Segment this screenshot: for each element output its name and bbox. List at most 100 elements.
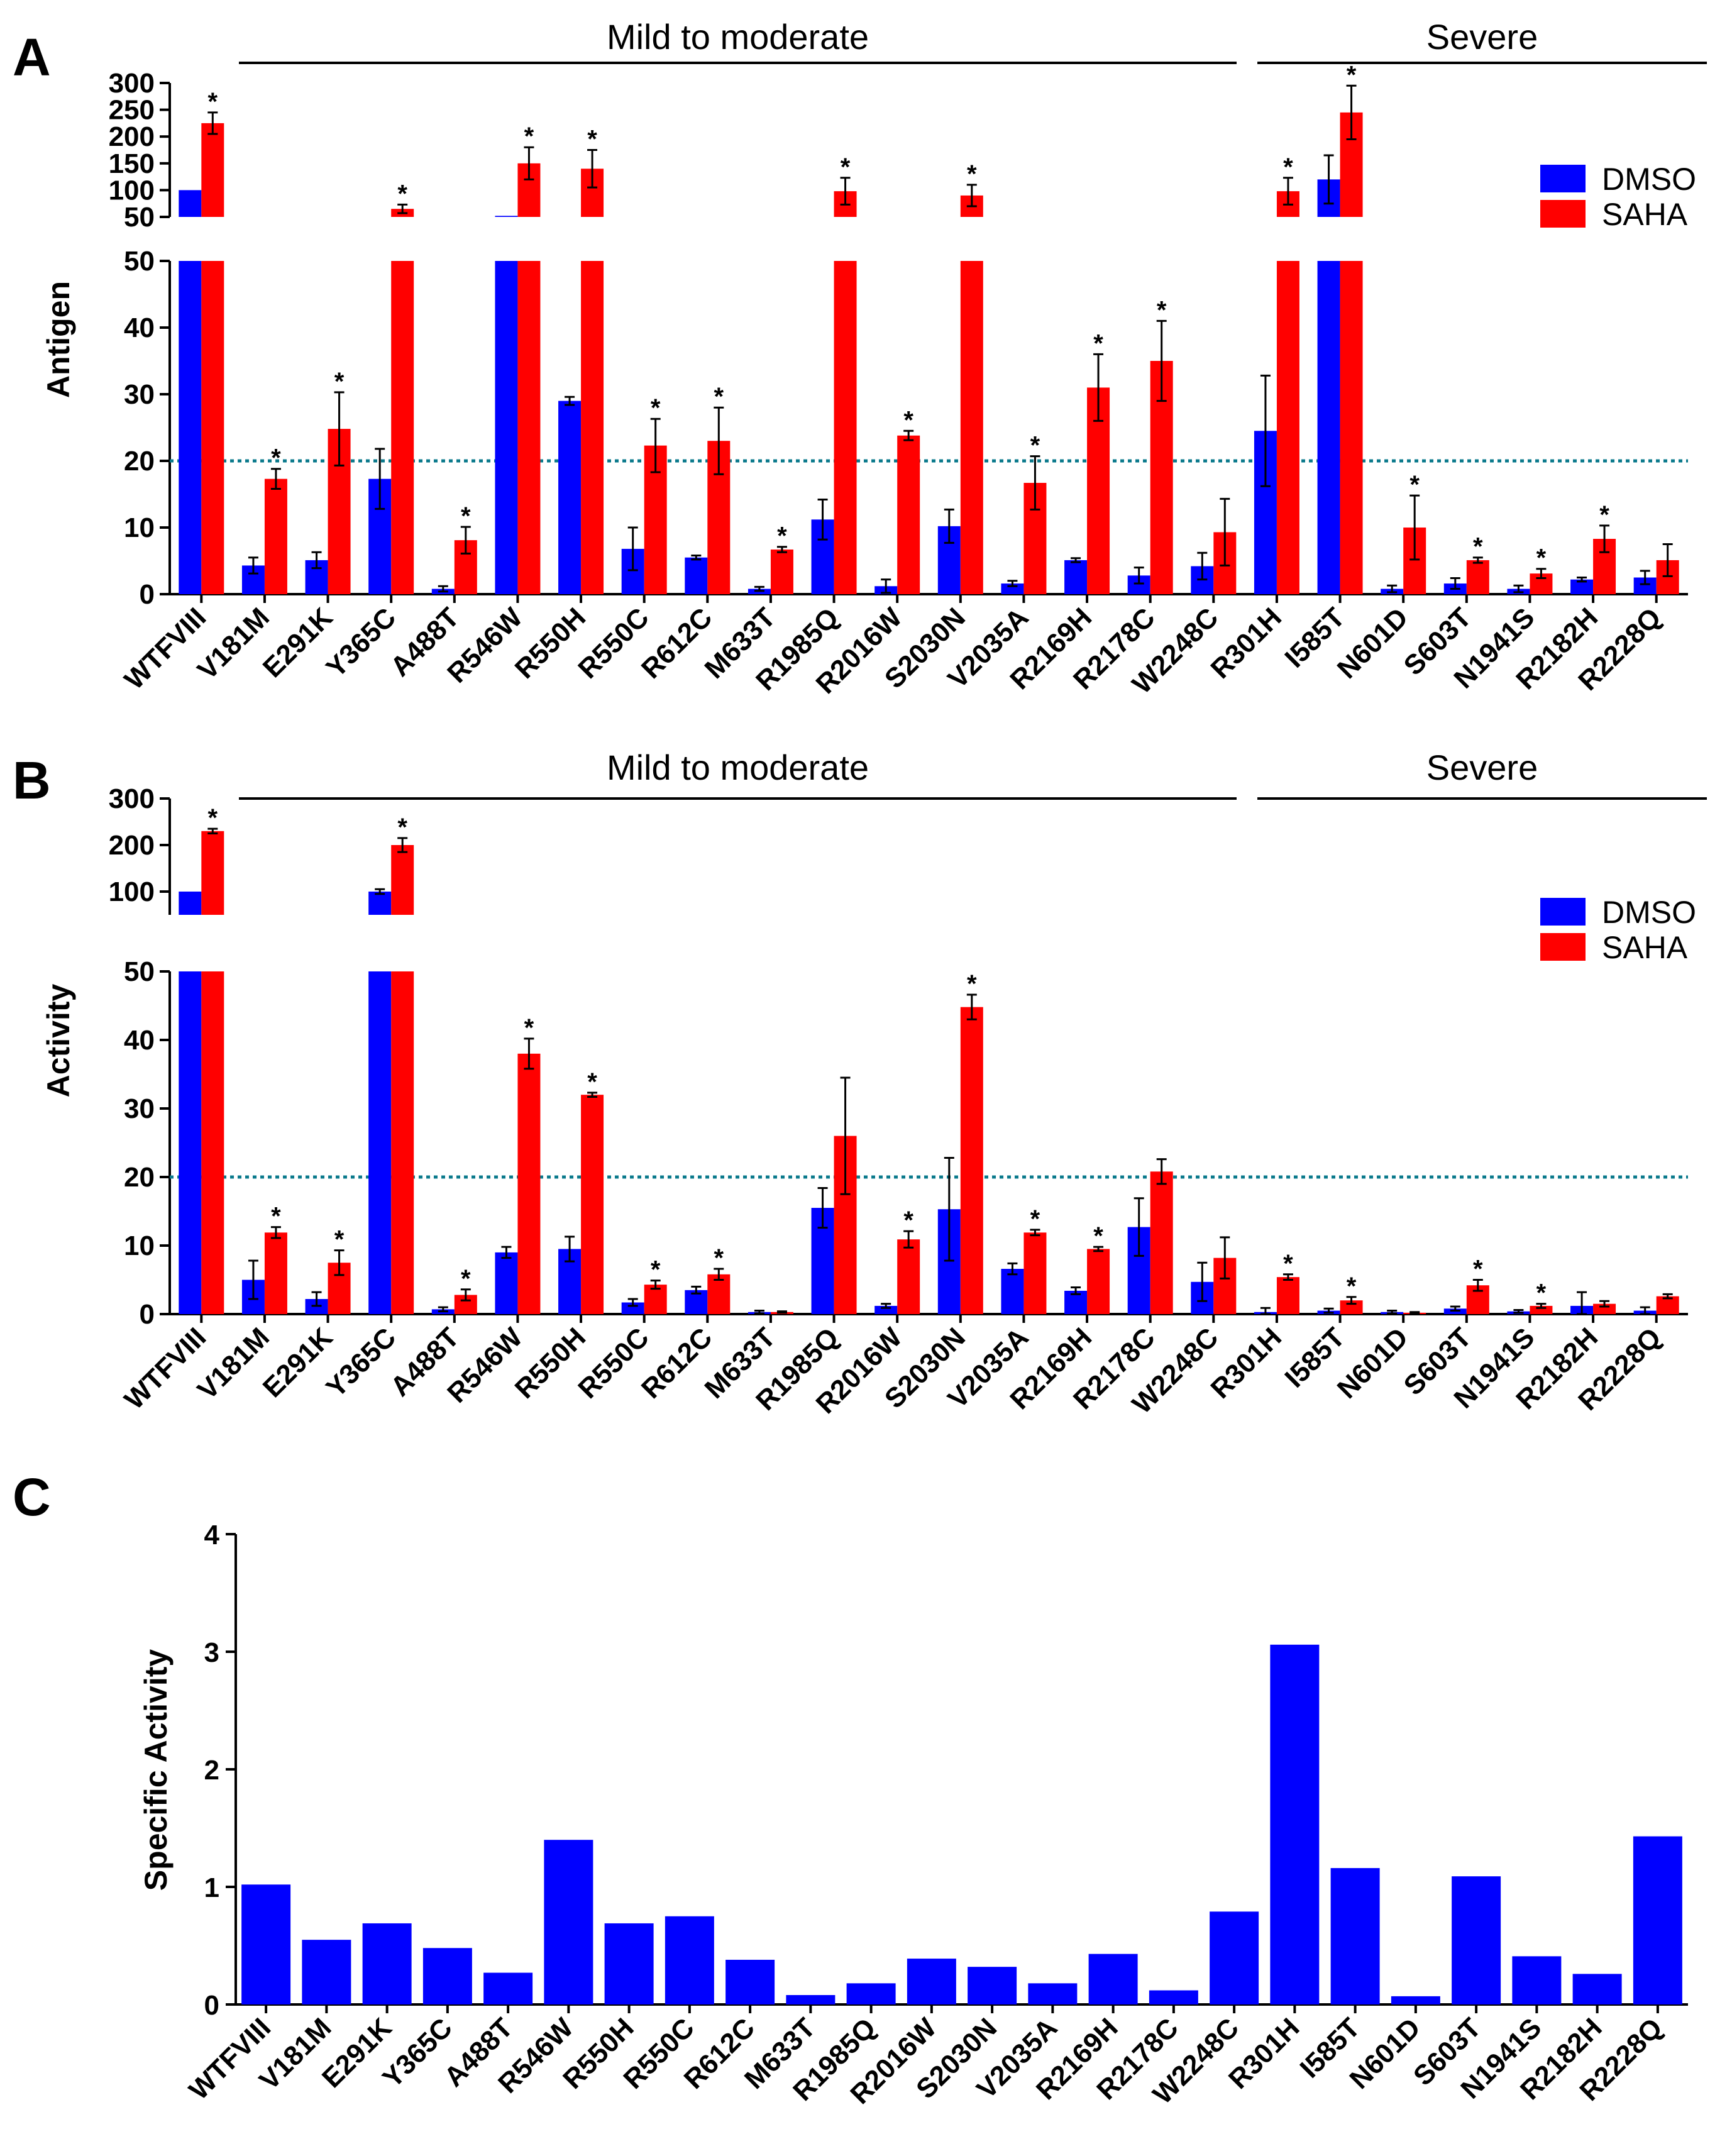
panel-a-significance-star: * (1030, 432, 1040, 460)
panel-a-xtick-label: R301H (1205, 602, 1288, 684)
panel-b-bar-dmso (1001, 1269, 1024, 1314)
panel-a-significance-star: * (1536, 545, 1547, 572)
panel-c-bar (604, 1923, 654, 2004)
panel-a-xtick-label: E291K (257, 602, 339, 683)
panel-c-ytick-label: 4 (204, 1520, 220, 1551)
panel-a-xtick-label: WTFVIII (119, 602, 212, 695)
panel-b-group-label: Severe (1426, 748, 1538, 787)
panel-c-bar (1452, 1876, 1501, 2004)
panel-c-ytick-label: 3 (204, 1637, 219, 1668)
panel-b-bar-dmso (179, 971, 202, 1314)
panel-a-significance-star: * (1473, 533, 1483, 561)
panel-c-bar (907, 1959, 956, 2004)
panel-b-significance-star: * (1536, 1280, 1547, 1307)
panel-a-group-label: Mild to moderate (607, 17, 869, 57)
panel-a-significance-star: * (587, 126, 597, 153)
panel-a-xtick-label: Y365C (320, 602, 402, 683)
panel-a-bar-dmso (1001, 583, 1024, 594)
panel-a-bar-saha (391, 261, 414, 594)
panel-b-significance-star: * (334, 1226, 345, 1254)
panel-c-ytick-label: 2 (204, 1755, 219, 1786)
panel-b-significance-star: * (967, 970, 977, 998)
panel-a-bar-dmso (685, 557, 708, 594)
legend-b-dmso-swatch (1540, 898, 1586, 926)
panel-b-significance-star: * (1093, 1222, 1103, 1250)
panel-a-bar-dmso (558, 401, 582, 594)
panel-a-xtick-label: R550H (509, 602, 592, 684)
panel-b-bar-dmso (874, 1305, 898, 1314)
panel-c-bar (362, 1923, 412, 2004)
panel-b-bar-saha (1023, 1232, 1047, 1314)
panel-a-chart: 0102030405050100150200250300Antigen*****… (41, 17, 1707, 700)
panel-b-bar-saha-upper (201, 831, 224, 915)
panel-a-bar-saha (770, 549, 793, 594)
panel-a-bar-saha (1276, 261, 1299, 594)
panel-b-significance-star: * (524, 1014, 534, 1042)
panel-a-bar-dmso-upper (179, 190, 202, 217)
panel-c-bar (483, 1972, 533, 2004)
panel-b-bar-dmso (621, 1302, 644, 1314)
panel-c-bar (302, 1940, 351, 2004)
panel-b-bar-saha (1530, 1305, 1553, 1314)
panel-c-ytick-label: 0 (204, 1990, 219, 2021)
panel-b-bar-dmso (368, 971, 392, 1314)
panel-a-bar-dmso (179, 261, 202, 594)
panel-a-bar-saha (201, 261, 224, 594)
panel-a-ytick-label-upper: 150 (109, 148, 155, 179)
panel-c-bar (1330, 1868, 1380, 2004)
panel-a-significance-star: * (777, 522, 787, 550)
panel-a-bar-saha (1466, 560, 1489, 594)
panel-c-bar (1270, 1644, 1320, 2004)
panel-c-y-axis-title: Specific Activity (138, 1649, 174, 1891)
panel-b-bar-saha (264, 1232, 287, 1314)
panel-b-ytick-label: 50 (124, 956, 155, 987)
panel-a-bar-saha (1340, 261, 1363, 594)
panel-c-bar (544, 1840, 593, 2004)
panel-b-bar-saha (1150, 1171, 1173, 1314)
panel-a-ytick-label: 40 (124, 312, 155, 343)
panel-b-bar-saha (960, 1007, 983, 1314)
panel-a-group-label: Severe (1426, 17, 1538, 57)
panel-c-bar (1633, 1836, 1682, 2004)
panel-a-ytick-label: 0 (140, 579, 155, 610)
panel-b-ytick-label-upper: 300 (109, 783, 155, 814)
panel-a-significance-star: * (271, 445, 281, 472)
panel-a-significance-star: * (334, 368, 345, 395)
panel-a-significance-star: * (1093, 329, 1103, 357)
panel-a-xtick-label: R550C (572, 602, 654, 684)
panel-a-significance-star: * (1347, 61, 1357, 89)
panel-b-xtick-label: R301H (1205, 1322, 1288, 1404)
panel-a-significance-star: * (1599, 501, 1609, 529)
panel-b-xtick-label: R612C (636, 1322, 718, 1404)
panel-c-bar (1391, 1996, 1440, 2004)
legend-b: DMSO SAHA (1540, 895, 1696, 965)
panel-c-bar (725, 1959, 775, 2004)
panel-b-significance-star: * (1283, 1250, 1293, 1278)
panel-b-xtick-label: R550C (572, 1322, 654, 1404)
panel-b-bar-saha (1087, 1249, 1110, 1314)
panel-c-bar (786, 1995, 836, 2004)
panel-b-ytick-label: 0 (140, 1299, 155, 1330)
panel-b-ytick-label: 10 (124, 1230, 155, 1261)
panel-c-xtick-label: WTFVIII (183, 2012, 277, 2106)
panel-a-bar-saha (834, 261, 857, 594)
panel-c-ytick-label: 1 (204, 1872, 219, 1903)
panel-c-bar (1512, 1956, 1562, 2004)
panel-b-significance-star: * (461, 1265, 471, 1293)
panel-a-bar-saha (264, 478, 287, 594)
legend-b-dmso-label: DMSO (1602, 895, 1696, 930)
panel-b-significance-star: * (208, 804, 218, 832)
panel-a-ytick-label: 10 (124, 512, 155, 543)
panel-b-ytick-label-upper: 100 (109, 876, 155, 907)
legend-b-saha-swatch (1540, 933, 1586, 961)
panel-a-significance-star: * (1157, 296, 1167, 324)
panel-b-bar-dmso (495, 1252, 518, 1314)
panel-c-xtick-label: Y365C (377, 2012, 458, 2094)
panel-a-bar-dmso-upper (495, 216, 518, 217)
panel-b-significance-star: * (714, 1244, 724, 1272)
panel-b-significance-star: * (397, 814, 407, 841)
panel-a-bar-saha (1087, 387, 1110, 594)
panel-b-bar-saha (201, 971, 224, 1314)
panel-b-significance-star: * (587, 1068, 597, 1096)
legend-a: DMSO SAHA (1540, 162, 1696, 232)
